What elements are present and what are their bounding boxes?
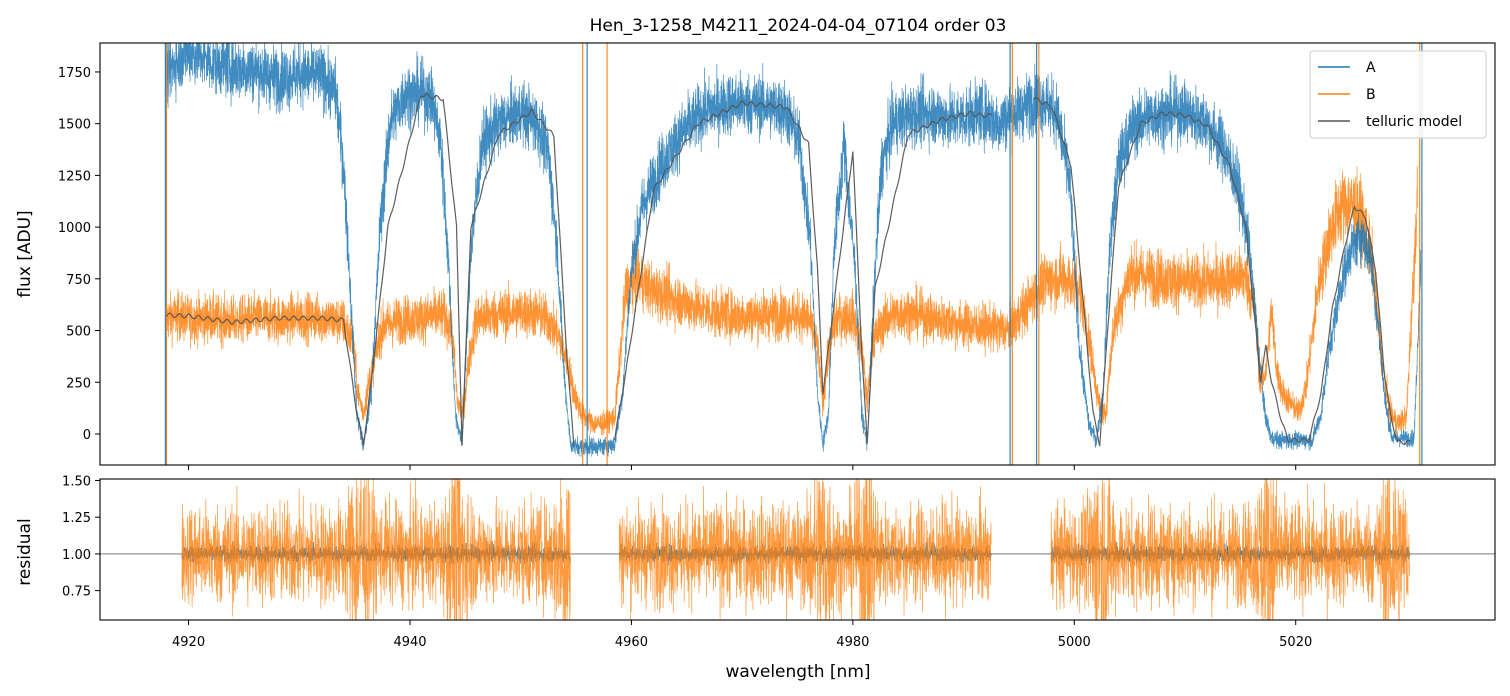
residual-b-line (1050, 479, 1410, 620)
legend-label: telluric model (1366, 114, 1462, 130)
flux-y-tick-label: 1000 (58, 221, 91, 236)
residual-y-tick-label: 0.75 (62, 585, 91, 600)
series-telluric-model-line (165, 93, 1411, 447)
flux-y-tick-label: 500 (66, 325, 91, 340)
flux-y-tick-label: 1250 (58, 169, 91, 184)
residual-y-ticks: 0.75 1.00 1.25 1.50 (62, 474, 100, 600)
chart-title: Hen_3-1258_M4211_2024-04-04_07104 order … (590, 16, 1007, 36)
residual-y-axis-label: residual (15, 518, 35, 585)
residual-y-tick-label: 1.00 (62, 548, 91, 563)
flux-y-tick-label: 750 (66, 273, 91, 288)
flux-x-ticks (188, 465, 1297, 470)
legend-label: B (1366, 87, 1376, 103)
flux-axes-frame (99, 42, 1496, 466)
residual-x-tick-label: 5000 (1058, 635, 1091, 650)
residual-x-tick-label: 4980 (836, 635, 869, 650)
flux-y-ticks: 0 250 500 750 1000 1250 1500 1750 (58, 66, 100, 443)
residual-y-tick-label: 1.25 (62, 511, 91, 526)
residual-axes-frame (99, 478, 1496, 621)
series-a-line (164, 43, 1422, 457)
residual-x-tick-label: 4940 (393, 635, 426, 650)
flux-y-tick-label: 1500 (58, 118, 91, 133)
residual-x-tick-label: 4960 (615, 635, 648, 650)
flux-y-tick-label: 0 (83, 428, 91, 443)
legend-box (1309, 50, 1487, 139)
residual-panel: 0.75 1.00 1.25 1.50 4920 4940 4960 4980 5000 502… (15, 474, 1496, 650)
legend-label: A (1366, 60, 1376, 76)
flux-y-axis-label: flux [ADU] (15, 210, 35, 297)
residual-x-tick-label: 4920 (172, 635, 205, 650)
x-axis-label: wavelength [nm] (725, 662, 870, 682)
flux-y-tick-label: 1750 (58, 66, 91, 81)
residual-x-ticks: 4920 4940 4960 4980 5000 5020 (172, 620, 1312, 650)
flux-y-tick-label: 250 (66, 376, 91, 391)
residual-plot-area (100, 479, 1495, 620)
residual-b-line (618, 479, 992, 620)
flux-panel: 0 250 500 750 1000 1250 1500 1750 flux [ADU] AB… (15, 42, 1496, 470)
residual-y-tick-label: 1.50 (62, 474, 91, 489)
residual-x-tick-label: 5020 (1279, 635, 1312, 650)
residual-b-line (181, 479, 571, 620)
flux-plot-area (164, 43, 1423, 465)
